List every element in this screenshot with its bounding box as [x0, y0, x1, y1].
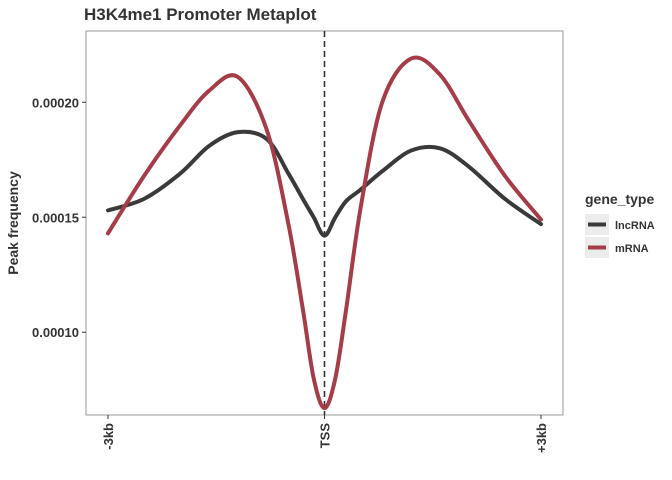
- series-line-lncrna: [106, 129, 543, 238]
- x-tick-label: TSS: [318, 423, 333, 449]
- legend-label: mRNA: [615, 243, 649, 255]
- series-line-mrna: [106, 55, 543, 411]
- legend: gene_type lncRNA mRNA: [585, 191, 655, 258]
- x-axis: -3kb TSS +3kb: [101, 415, 549, 453]
- y-axis: 0.00010 0.00015 0.00020: [32, 95, 86, 340]
- y-tick-label: 0.00010: [32, 325, 79, 340]
- x-tick-label: -3kb: [101, 423, 116, 450]
- x-tick-label: +3kb: [534, 423, 549, 453]
- series-lines: [106, 55, 543, 411]
- chart-title: H3K4me1 Promoter Metaplot: [84, 5, 317, 24]
- legend-title: gene_type: [585, 191, 654, 207]
- y-tick-label: 0.00015: [32, 210, 79, 225]
- y-axis-title: Peak frequency: [5, 171, 21, 275]
- legend-label: lncRNA: [615, 220, 655, 232]
- y-tick-label: 0.00020: [32, 95, 79, 110]
